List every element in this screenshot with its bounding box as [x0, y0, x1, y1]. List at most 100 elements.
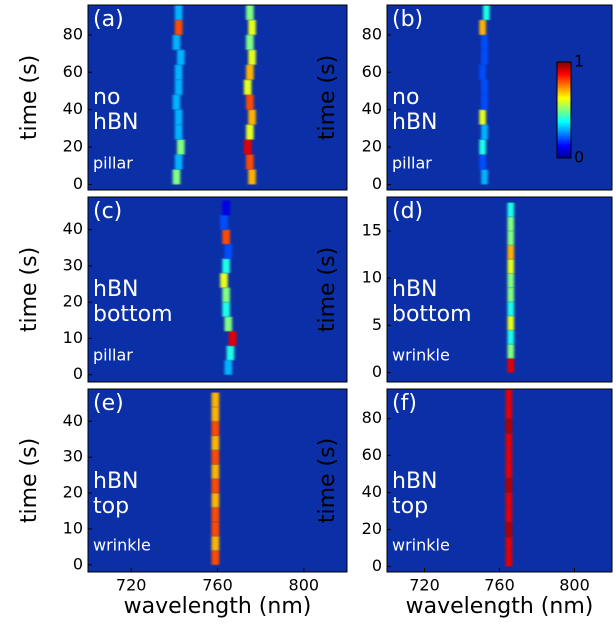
intensity-cell: [172, 169, 181, 185]
y-tick-label: 30: [63, 255, 83, 274]
annotation: no: [392, 85, 419, 110]
panel-label: (f): [392, 391, 417, 416]
intensity-cell: [174, 5, 183, 20]
intensity-cell: [228, 331, 237, 346]
intensity-cell: [248, 169, 256, 185]
intensity-cell: [174, 64, 183, 80]
intensity-cell: [177, 49, 185, 65]
frame: [87, 196, 348, 383]
intensity-cell: [211, 464, 220, 479]
intensity-cell: [246, 124, 254, 140]
y-tick-label: 40: [362, 482, 382, 501]
intensity-cell: [505, 551, 513, 567]
panel-label: (d): [392, 199, 423, 224]
intensity-cell: [505, 448, 513, 463]
annotation: no: [93, 85, 120, 110]
colorbar-tick-label: 0: [574, 148, 584, 167]
intensity-cell: [211, 421, 220, 436]
x-tick-label: 720: [409, 576, 440, 595]
annotation: hBN: [392, 110, 438, 135]
intensity-cell: [479, 64, 486, 80]
x-axis-label: wavelength (nm): [124, 594, 312, 619]
intensity-cell: [211, 435, 220, 450]
y-tick-label: 10: [362, 268, 382, 287]
note: pillar: [93, 154, 133, 173]
intensity-cell: [248, 109, 256, 125]
intensity-cell: [481, 94, 488, 110]
intensity-cell: [505, 536, 513, 552]
intensity-cell: [211, 536, 220, 551]
intensity-cell: [507, 216, 515, 231]
y-axis-label: time (s): [17, 438, 42, 523]
intensity-cell: [226, 345, 235, 361]
panel-label: (c): [93, 199, 122, 224]
plot-area: [387, 5, 612, 190]
y-axis-label: time (s): [315, 247, 340, 332]
intensity-cell: [211, 450, 220, 465]
intensity-cell: [507, 287, 515, 302]
heatmap-background: [88, 197, 347, 382]
intensity-cell: [243, 79, 252, 95]
heatmap-background: [387, 197, 612, 382]
frame: [87, 4, 348, 191]
intensity-cell: [505, 433, 513, 449]
intensity-cell: [479, 19, 486, 35]
panel-label: (e): [93, 391, 124, 416]
intensity-cell: [248, 49, 256, 65]
frame: [386, 196, 613, 383]
y-tick-label: 40: [362, 99, 382, 118]
y-tick-label: 20: [362, 519, 382, 538]
note: wrinkle: [392, 536, 450, 555]
intensity-cell: [222, 200, 230, 216]
intensity-cell: [479, 139, 486, 155]
panel-label: (b): [392, 7, 423, 32]
annotation: hBN: [392, 277, 438, 302]
intensity-cell: [507, 344, 515, 359]
intensity-cell: [172, 94, 181, 110]
intensity-cell: [481, 169, 488, 185]
intensity-cell: [505, 522, 513, 537]
intensity-cell: [177, 139, 185, 155]
x-tick-label: 800: [289, 576, 320, 595]
intensity-cell: [220, 273, 228, 288]
intensity-cell: [507, 301, 515, 316]
x-tick-label: 800: [559, 576, 590, 595]
intensity-cell: [174, 154, 183, 170]
intensity-cell: [481, 124, 488, 140]
intensity-cell: [174, 19, 183, 35]
plot-area: [88, 5, 347, 190]
intensity-cell: [246, 154, 254, 170]
intensity-cell: [507, 230, 515, 246]
intensity-cell: [220, 215, 228, 230]
annotation: hBN: [392, 469, 438, 494]
colorbar: [556, 61, 572, 159]
intensity-cell: [505, 462, 513, 478]
intensity-cell: [211, 406, 220, 422]
annotation: hBN: [93, 110, 139, 135]
x-tick-label: 760: [202, 576, 233, 595]
y-tick-label: 20: [63, 483, 83, 502]
note: wrinkle: [392, 346, 450, 365]
intensity-cell: [224, 316, 233, 332]
intensity-cell: [246, 5, 254, 20]
intensity-cell: [507, 273, 515, 288]
x-axis-label: wavelength (nm): [406, 594, 594, 619]
plot-area: [88, 389, 347, 572]
frame: [386, 4, 613, 191]
y-tick-label: 60: [362, 62, 382, 81]
y-axis-label: time (s): [17, 55, 42, 140]
intensity-cell: [174, 124, 183, 140]
intensity-cell: [507, 259, 515, 274]
y-tick-label: 5: [372, 315, 382, 334]
intensity-cell: [211, 392, 220, 407]
y-tick-label: 40: [63, 99, 83, 118]
intensity-cell: [174, 79, 183, 95]
y-tick-label: 0: [73, 554, 83, 573]
annotation: hBN: [93, 277, 139, 302]
intensity-cell: [172, 34, 181, 50]
y-tick-label: 20: [63, 137, 83, 156]
y-tick-label: 15: [362, 220, 382, 239]
intensity-cell: [222, 229, 230, 245]
panel-label: (a): [93, 7, 124, 32]
